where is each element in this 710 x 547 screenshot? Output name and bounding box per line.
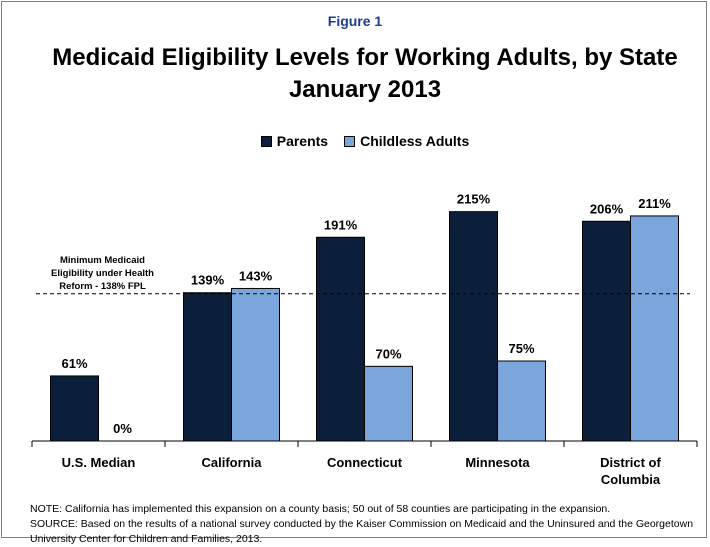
data-label-childless-adults-1: 143%: [239, 268, 273, 283]
chart-notes: NOTE: California has implemented this ex…: [30, 502, 700, 547]
reference-line-label: Minimum Medicaid Eligibility under Healt…: [40, 254, 165, 293]
chart-title-line-1: Medicaid Eligibility Levels for Working …: [52, 44, 678, 71]
data-label-parents-3: 215%: [457, 192, 491, 207]
chart-title: Medicaid Eligibility Levels for Working …: [0, 42, 710, 106]
legend-swatch-childless-adults: [344, 135, 356, 147]
bar-parents-2: [316, 236, 365, 442]
source-text-line-1: SOURCE: Based on the results of a nation…: [30, 518, 694, 530]
legend-item-parents: Parents: [260, 133, 329, 149]
note-text: NOTE: California has implemented this ex…: [30, 503, 611, 515]
bar-childless-adults-3: [497, 360, 546, 442]
bar-parents-1: [183, 292, 232, 442]
bar-childless-adults-4: [630, 215, 679, 442]
bar-childless-adults-2: [364, 365, 413, 442]
category-label-0: U.S. Median: [62, 455, 136, 470]
reference-label-line-2: Eligibility under Health: [51, 268, 154, 279]
category-label-1: California: [202, 455, 263, 470]
data-label-parents-4: 206%: [590, 201, 624, 216]
category-label-4-line-0: District of: [600, 455, 661, 470]
legend-item-childless-adults: Childless Adults: [344, 133, 469, 149]
data-label-parents-0: 61%: [61, 356, 87, 371]
bar-childless-adults-1: [231, 287, 280, 442]
reference-label-line-3: Reform - 138% FPL: [59, 281, 146, 292]
reference-label-line-1: Minimum Medicaid: [60, 255, 145, 266]
chart-frame: [1, 1, 707, 538]
legend-label-childless-adults: Childless Adults: [360, 133, 470, 149]
bar-parents-0: [50, 375, 99, 442]
data-label-childless-adults-4: 211%: [638, 196, 671, 211]
legend-swatch-parents: [260, 135, 272, 147]
chart-title-line-2: January 2013: [288, 76, 442, 103]
data-label-parents-1: 139%: [191, 273, 225, 288]
data-label-childless-adults-0: 0%: [113, 421, 132, 436]
figure-label: Figure 1: [327, 13, 383, 29]
category-label-2: Connecticut: [327, 455, 403, 470]
legend-label-parents: Parents: [276, 133, 329, 149]
chart-legend: Parents Childless Adults: [0, 133, 710, 149]
source-text-line-2: University Center for Children and Famil…: [30, 533, 263, 545]
category-label-3: Minnesota: [465, 455, 530, 470]
bar-parents-4: [582, 220, 631, 442]
data-label-parents-2: 191%: [324, 217, 358, 232]
data-label-childless-adults-3: 75%: [508, 341, 534, 356]
data-label-childless-adults-2: 70%: [375, 346, 401, 361]
category-label-4-line-1: Columbia: [601, 472, 661, 487]
bar-parents-3: [449, 211, 498, 442]
